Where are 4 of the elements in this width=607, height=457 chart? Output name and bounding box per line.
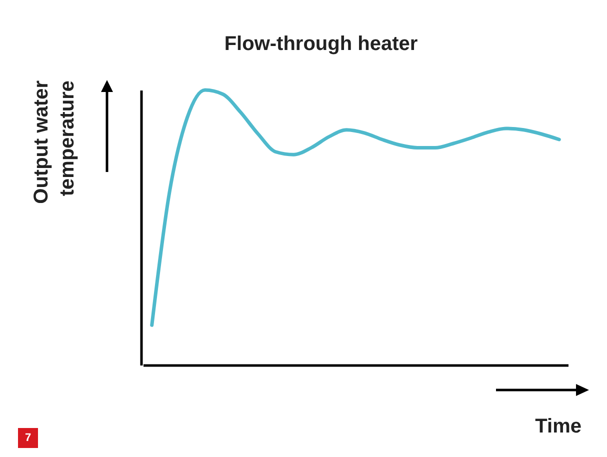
text: 7	[18, 428, 38, 448]
y-axis-title: Output water temperature	[30, 80, 78, 204]
chart-title: Flow-through heater	[224, 33, 418, 55]
x-axis-title: Time	[535, 416, 582, 438]
